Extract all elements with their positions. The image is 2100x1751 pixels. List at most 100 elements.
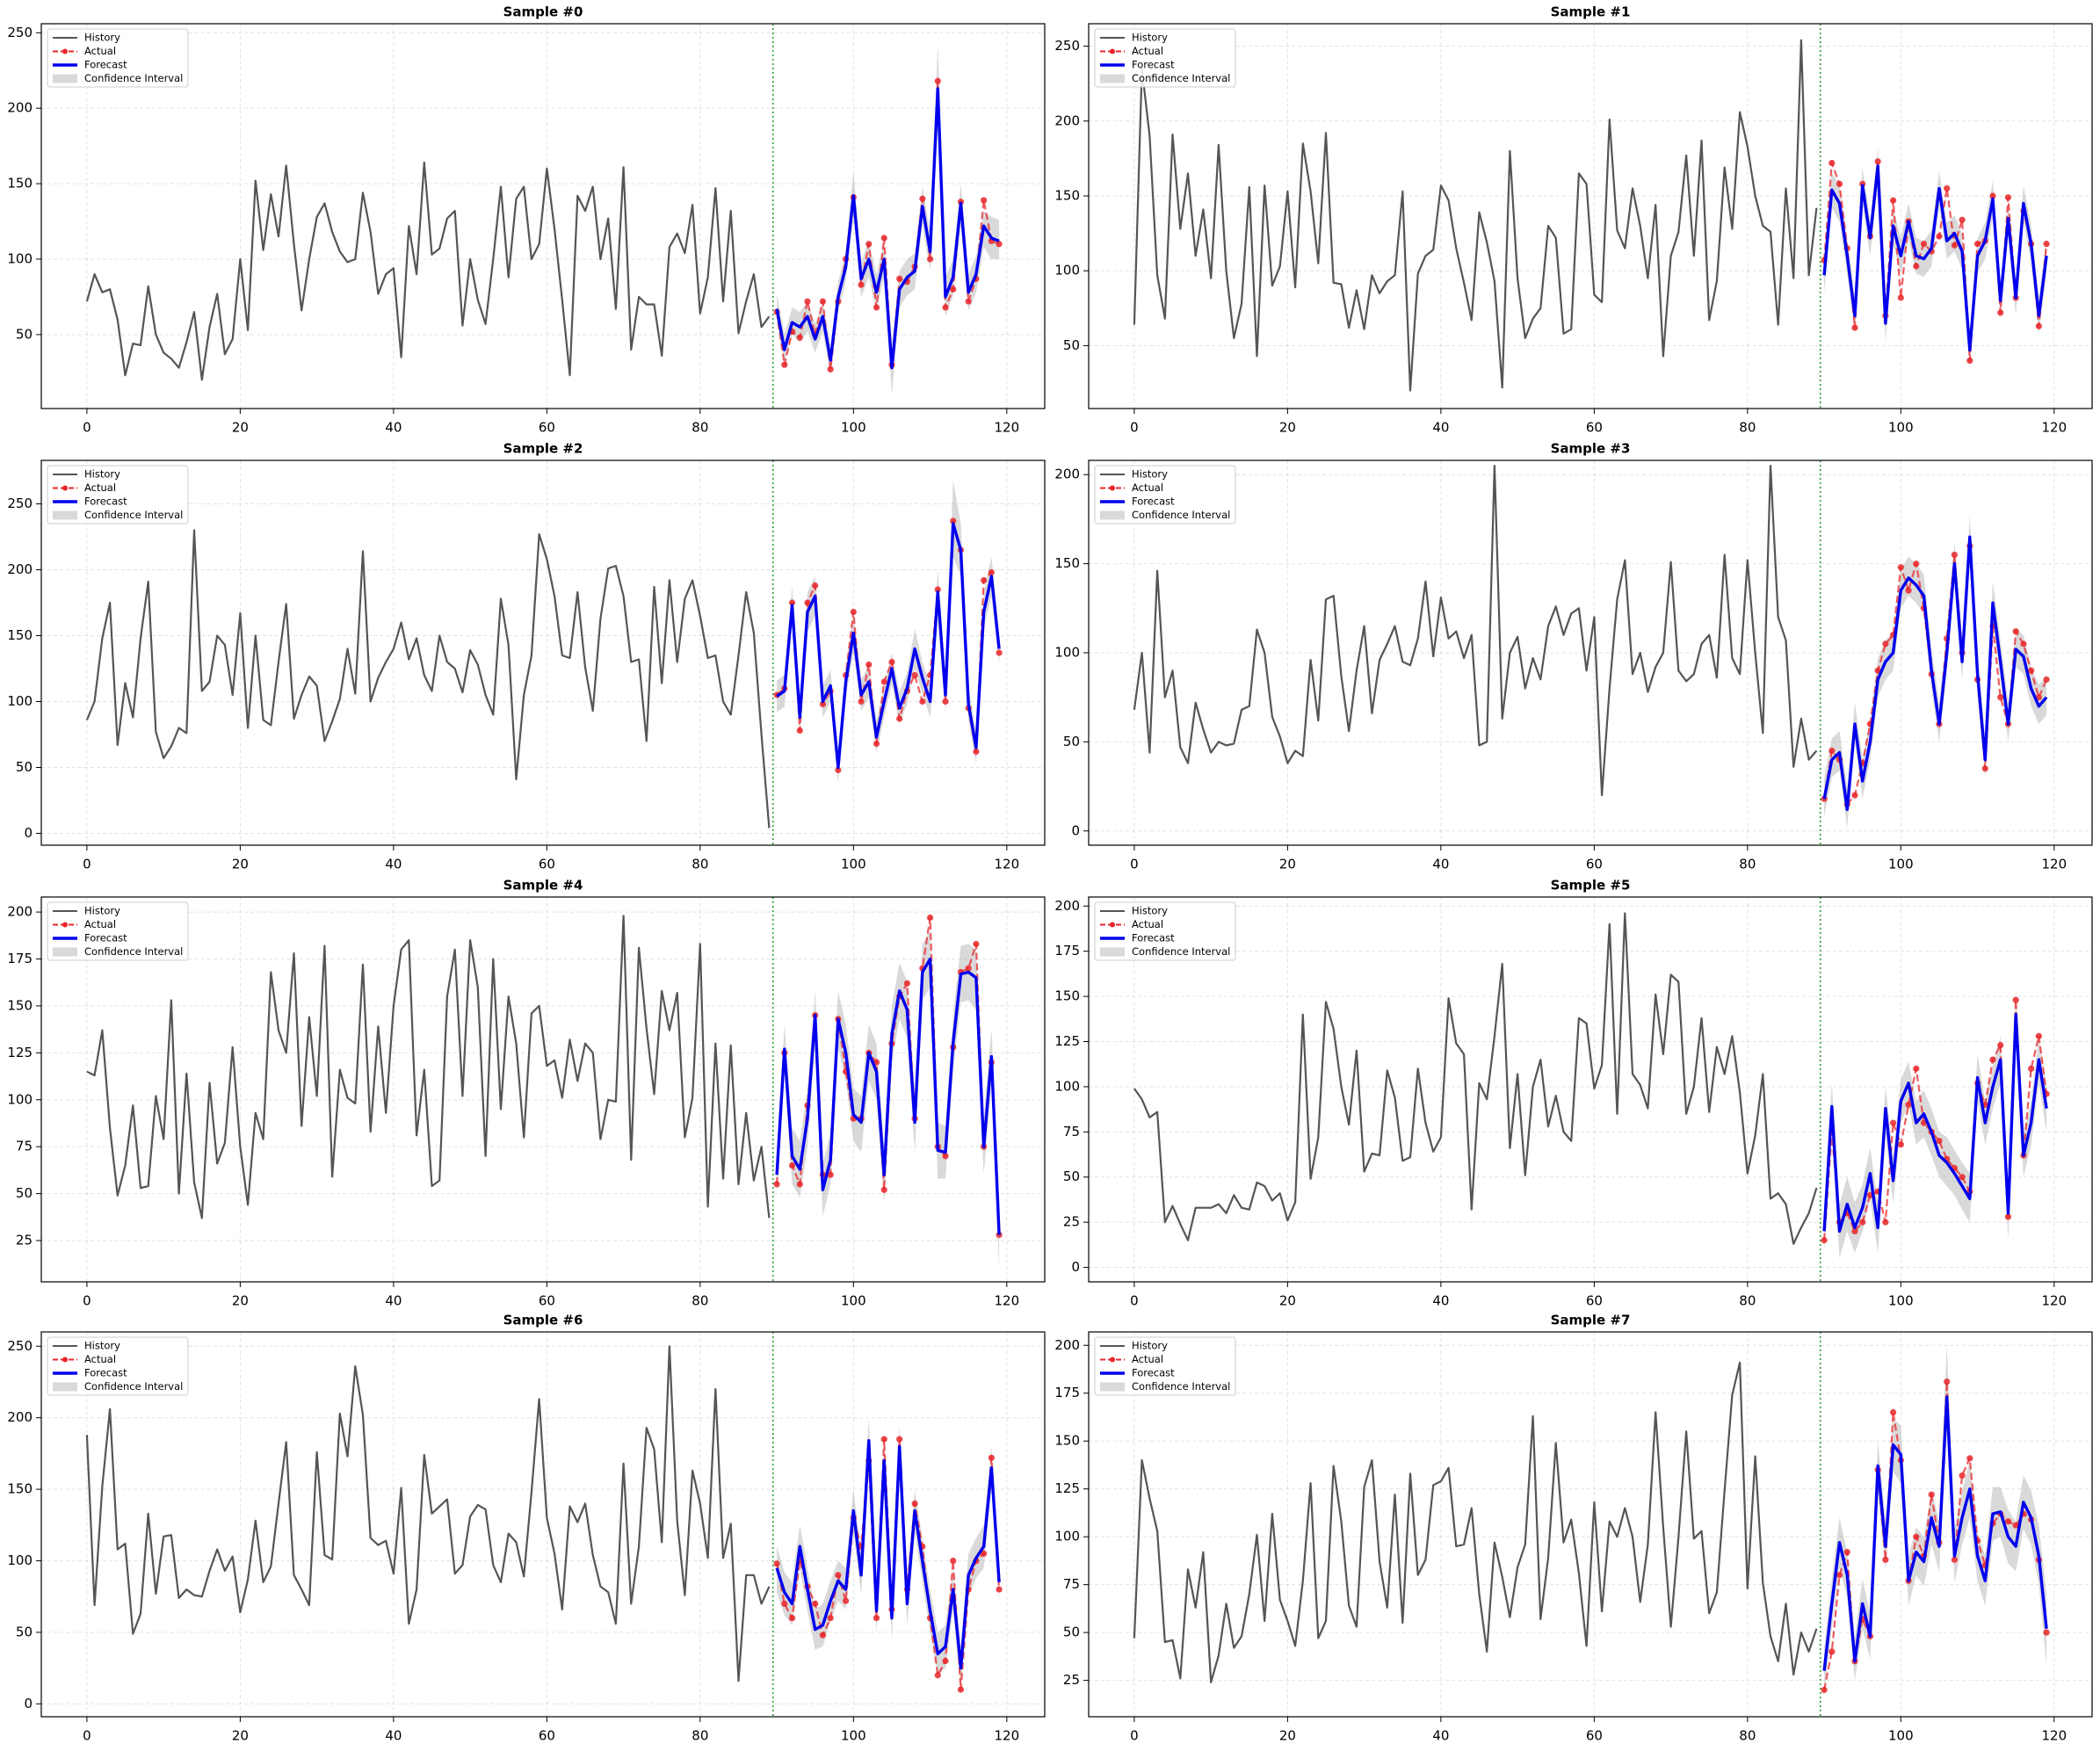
data-point bbox=[873, 740, 880, 748]
y-tick-label: 100 bbox=[7, 1091, 33, 1107]
data-point bbox=[973, 940, 980, 948]
data-point bbox=[1897, 1141, 1904, 1148]
y-tick-label: 200 bbox=[7, 100, 33, 116]
y-tick-label: 200 bbox=[1054, 467, 1080, 482]
x-tick-label: 20 bbox=[232, 1728, 249, 1744]
data-point bbox=[1997, 694, 2004, 701]
data-point bbox=[996, 241, 1003, 248]
data-point bbox=[1981, 765, 1988, 772]
x-tick-label: 40 bbox=[385, 1728, 402, 1744]
legend-label: Forecast bbox=[84, 59, 127, 71]
x-tick-label: 80 bbox=[1739, 857, 1756, 872]
series-line bbox=[85, 161, 771, 381]
x-tick-label: 20 bbox=[1279, 420, 1296, 436]
data-point bbox=[988, 1454, 995, 1461]
data-point bbox=[1966, 1455, 1973, 1462]
y-tick-label: 250 bbox=[7, 1338, 33, 1354]
data-point bbox=[942, 698, 949, 705]
data-point bbox=[2020, 640, 2027, 648]
x-tick-label: 60 bbox=[1586, 857, 1603, 872]
plot-frame bbox=[40, 896, 1046, 1283]
y-tick-label: 0 bbox=[24, 825, 33, 841]
x-tick-label: 100 bbox=[841, 1293, 866, 1309]
y-tick-label: 50 bbox=[1063, 1624, 1080, 1640]
y-tick-label: 200 bbox=[1054, 112, 1080, 128]
data-point bbox=[1973, 240, 1981, 248]
data-point bbox=[1905, 1101, 1912, 1109]
y-tick-label: 150 bbox=[1054, 187, 1080, 203]
data-point bbox=[835, 1572, 842, 1579]
data-point bbox=[880, 1436, 887, 1443]
x-tick-label: 120 bbox=[994, 1728, 1019, 1744]
legend-label: Confidence Interval bbox=[84, 1380, 183, 1393]
legend-label: Actual bbox=[1132, 45, 1163, 57]
data-point bbox=[1836, 1572, 1843, 1579]
legend-box bbox=[47, 28, 189, 88]
series-line bbox=[776, 522, 1001, 770]
data-point bbox=[788, 1615, 796, 1622]
legend-box bbox=[47, 901, 189, 961]
x-tick-label: 60 bbox=[539, 857, 555, 872]
legend-marker bbox=[62, 48, 68, 54]
data-point bbox=[873, 304, 880, 311]
legend-label: Confidence Interval bbox=[1132, 72, 1230, 84]
x-tick-label: 20 bbox=[1279, 1728, 1296, 1744]
data-point bbox=[835, 766, 842, 774]
x-tick-label: 100 bbox=[841, 857, 866, 872]
y-tick-label: 100 bbox=[1054, 1078, 1080, 1094]
data-point bbox=[942, 304, 949, 311]
y-tick-label: 125 bbox=[1054, 1480, 1080, 1496]
data-point bbox=[2004, 1518, 2012, 1525]
data-point bbox=[865, 661, 873, 669]
data-point bbox=[1890, 197, 1897, 204]
data-point bbox=[1951, 242, 1959, 249]
legend-label: Forecast bbox=[84, 1367, 127, 1379]
data-point bbox=[981, 1550, 988, 1557]
data-point bbox=[827, 1615, 834, 1622]
y-tick-label: 50 bbox=[16, 1185, 33, 1201]
legend-label: History bbox=[1132, 468, 1168, 481]
x-tick-label: 100 bbox=[841, 420, 866, 436]
data-point bbox=[827, 365, 834, 373]
data-point bbox=[888, 658, 895, 666]
data-point bbox=[2012, 628, 2019, 635]
y-tick-label: 100 bbox=[7, 1552, 33, 1568]
data-point bbox=[1897, 294, 1904, 301]
legend-label: History bbox=[84, 468, 120, 481]
series-line bbox=[1822, 1013, 2048, 1234]
y-tick-label: 150 bbox=[7, 997, 33, 1013]
data-point bbox=[1959, 1472, 1966, 1480]
legend-swatch bbox=[1100, 947, 1125, 957]
legend-label: History bbox=[1132, 32, 1168, 44]
legend-box bbox=[1094, 465, 1236, 525]
x-tick-label: 60 bbox=[539, 420, 555, 436]
data-point bbox=[926, 256, 934, 263]
legend-swatch bbox=[1100, 1382, 1125, 1392]
legend-label: Confidence Interval bbox=[1132, 945, 1230, 958]
legend-label: Actual bbox=[1132, 481, 1163, 494]
y-tick-label: 175 bbox=[1054, 1385, 1080, 1400]
data-point bbox=[926, 914, 934, 922]
series-line bbox=[1822, 164, 2048, 352]
data-point bbox=[1821, 1237, 1828, 1244]
y-tick-label: 75 bbox=[1063, 1124, 1080, 1140]
legend-label: Forecast bbox=[84, 932, 127, 944]
chart-title: Sample #7 bbox=[1551, 1313, 1631, 1328]
legend-label: Actual bbox=[84, 918, 116, 930]
subplot: 0 50 100 150 200 250 0 20 40 60 80 100 120 Sample #6 H… bbox=[7, 1313, 1046, 1744]
data-point bbox=[896, 275, 903, 282]
legend-label: History bbox=[1132, 1340, 1168, 1352]
data-point bbox=[2035, 322, 2042, 329]
legend-label: Forecast bbox=[1132, 1367, 1175, 1379]
data-point bbox=[981, 576, 988, 584]
data-point bbox=[1890, 1119, 1897, 1126]
x-tick-label: 80 bbox=[692, 1728, 708, 1744]
x-tick-label: 40 bbox=[1432, 1293, 1449, 1309]
legend-box bbox=[47, 465, 189, 525]
x-tick-label: 100 bbox=[1888, 1293, 1914, 1309]
series-line bbox=[1133, 912, 1818, 1245]
x-tick-label: 0 bbox=[83, 420, 91, 436]
legend-label: Confidence Interval bbox=[84, 509, 183, 521]
series-line bbox=[1133, 465, 1818, 797]
y-tick-label: 150 bbox=[1054, 555, 1080, 571]
